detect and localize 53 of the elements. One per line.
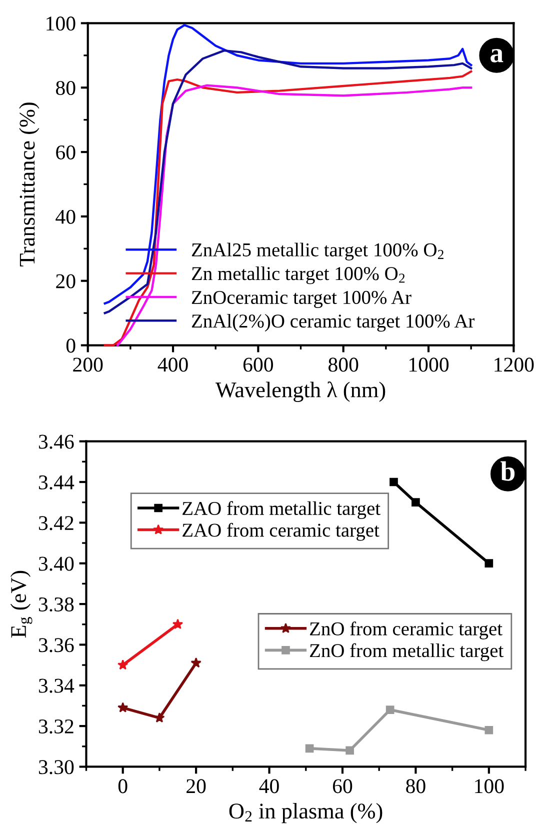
point xyxy=(346,746,354,755)
x-tick-label: 1200 xyxy=(494,358,534,372)
y-tick-label: 3.40 xyxy=(38,556,74,571)
x-axis-title: Wavelength λ (nm) xyxy=(215,382,386,402)
legend-label: ZnAl25 metallic target 100% O$_{2}$ xyxy=(192,242,444,260)
point xyxy=(484,726,494,734)
y-axis-title: E$_{g}$ (eV) xyxy=(10,570,32,638)
x-tick-label: 100 xyxy=(475,779,504,794)
point xyxy=(386,706,394,714)
x-tick-label: 40 xyxy=(259,779,279,794)
point xyxy=(154,712,165,723)
legend-label: Zn metallic target 100% O$_{2}$ xyxy=(192,266,405,284)
x-tick-label: 20 xyxy=(186,779,206,794)
y-tick-label: 3.38 xyxy=(38,597,74,612)
y-tick-label: 3.46 xyxy=(38,434,74,449)
point xyxy=(390,478,398,486)
y-tick-label: 3.42 xyxy=(38,516,74,530)
y-tick-label: 100 xyxy=(46,16,76,31)
y-tick-label: 80 xyxy=(56,80,76,96)
y-tick-label: 3.34 xyxy=(38,678,74,693)
legend-label: ZnOceramic target 100% Ar xyxy=(192,290,412,308)
x-tick-label: 1000 xyxy=(410,358,449,372)
y-tick-label: 20 xyxy=(56,274,76,288)
y-tick-label: 3.32 xyxy=(38,719,74,734)
point xyxy=(172,618,184,629)
legend-label: ZnO from metallic target xyxy=(310,643,504,662)
x-tick-label: 60 xyxy=(332,779,352,794)
annotation: b xyxy=(500,461,515,481)
y-tick-label: 0 xyxy=(66,338,76,353)
point xyxy=(118,659,128,670)
x-tick-label: 800 xyxy=(328,358,358,372)
annotation: a xyxy=(490,49,504,62)
legend-label: ZAO from ceramic target xyxy=(182,522,380,541)
x-axis-title: O$_{2}$ in plasma (%) xyxy=(229,802,382,824)
x-tick-label: 400 xyxy=(158,358,188,372)
legend-label: ZnAl(2%)O ceramic target 100% Ar xyxy=(192,314,475,332)
x-tick-label: 200 xyxy=(73,358,103,372)
x-tick-label: 0 xyxy=(118,779,128,794)
legend-label: ZnO from ceramic target xyxy=(310,622,502,640)
point xyxy=(412,498,420,507)
legend-label: ZAO from metallic target xyxy=(182,501,380,520)
x-tick-label: 600 xyxy=(243,358,274,372)
x-tick-label: 80 xyxy=(406,779,426,794)
point xyxy=(190,657,202,668)
y-tick-label: 3.44 xyxy=(38,475,74,490)
y-tick-label: 60 xyxy=(56,145,76,160)
point xyxy=(305,744,314,753)
y-axis-title: Transmittance (%) xyxy=(19,102,40,266)
y-tick-label: 3.36 xyxy=(38,638,74,652)
y-tick-label: 40 xyxy=(56,210,76,224)
y-tick-label: 3.30 xyxy=(38,760,74,774)
point xyxy=(484,559,494,568)
point xyxy=(118,702,128,712)
